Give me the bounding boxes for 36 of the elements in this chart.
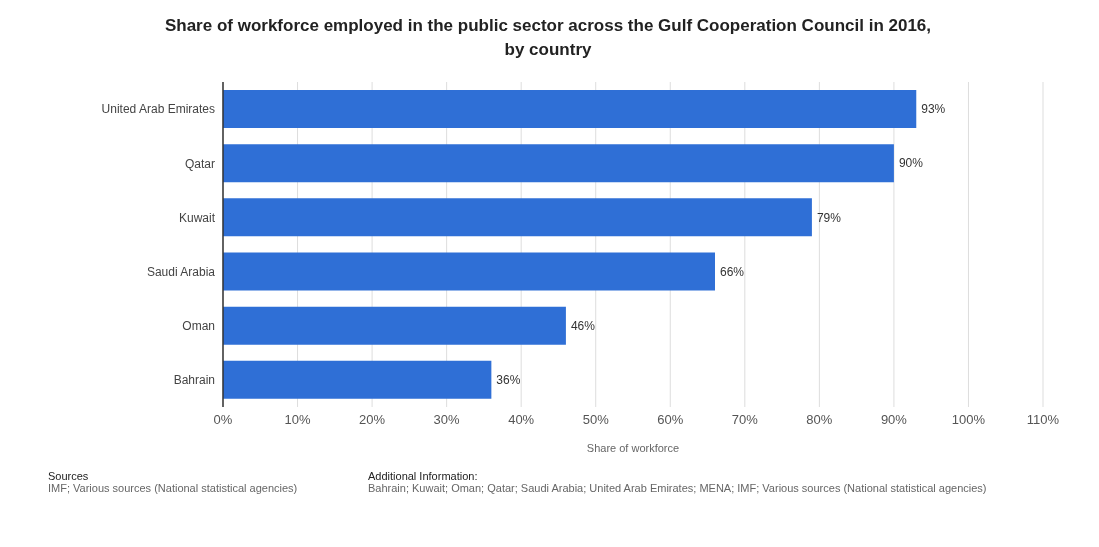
x-tick-label: 30% (433, 412, 461, 428)
y-tick-label: Kuwait (178, 210, 216, 225)
x-tick-label: 70% (731, 412, 759, 428)
x-axis-title: Share of workforce (586, 442, 680, 454)
data-label: 46% (570, 318, 596, 333)
bar (223, 198, 812, 237)
y-tick-label: Oman (182, 319, 215, 334)
text: Sources (48, 470, 90, 482)
text: Additional Information: (368, 470, 479, 482)
data-label: 36% (496, 373, 521, 388)
x-tick-label: 110% (1026, 412, 1060, 428)
data-label: 90% (898, 156, 924, 171)
x-tick-label: 50% (582, 412, 610, 428)
text: IMF; Various sources (National statistical agencies) (48, 482, 299, 494)
x-tick-label: 20% (359, 412, 386, 428)
chart-title: Share of workforce employed in the public sector across the Gulf Cooperation Council in 2016, by country (163, 15, 933, 61)
y-tick-label: Saudi Arabia (146, 264, 216, 279)
bar (223, 144, 894, 183)
x-tick-label: 90% (880, 412, 908, 428)
x-tick-label: 10% (284, 412, 311, 428)
x-tick-label: 0% (213, 412, 233, 428)
bar (223, 90, 917, 128)
y-tick-label: United Arab Emirates (101, 102, 215, 117)
bar (223, 252, 715, 291)
text: Bahrain; Kuwait; Oman; Qatar; Saudi Arabia; United Arab Emirates; MENA; IMF; Various sources (National statistical agencies) (368, 482, 988, 494)
x-tick-label: 80% (806, 412, 833, 428)
data-label: 93% (921, 102, 946, 117)
x-tick-label: 40% (508, 412, 535, 428)
bar (223, 360, 492, 399)
y-tick-label: Qatar (184, 156, 215, 171)
data-label: 66% (720, 264, 745, 279)
x-tick-label: 100% (951, 412, 986, 428)
bar (223, 306, 566, 345)
data-label: 79% (816, 210, 842, 225)
y-tick-label: Bahrain (173, 373, 215, 388)
x-tick-label: 60% (657, 412, 684, 428)
